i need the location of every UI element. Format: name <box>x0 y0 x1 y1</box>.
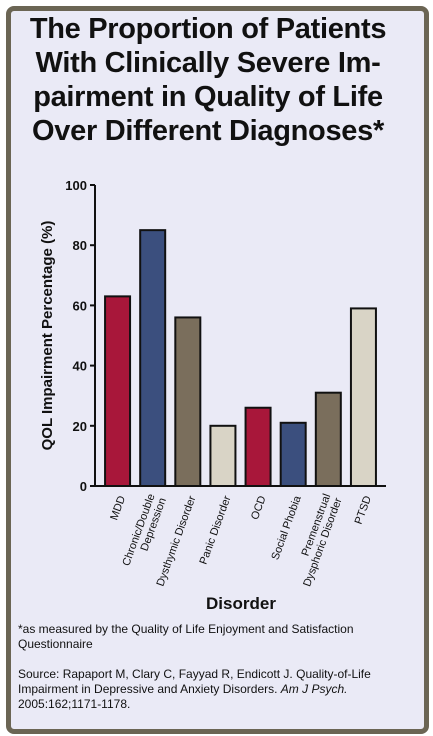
x-axis-title: Disorder <box>206 594 276 613</box>
x-tick-label: Panic Disorder <box>198 494 234 566</box>
bar-2 <box>139 229 167 487</box>
x-tick-label-line: PTSD <box>353 494 374 526</box>
x-tick-label: PTSD <box>353 494 374 526</box>
y-tick-label: 100 <box>65 178 87 193</box>
source-year: 2005:162;1171-1178. <box>18 697 131 711</box>
y-tick-label: 60 <box>73 298 87 313</box>
bar-4 <box>209 424 237 487</box>
y-axis-title: QOL Impairment Percentage (%) <box>39 221 56 451</box>
x-tick-label-line: OCD <box>249 494 269 521</box>
x-tick-label-line: Social Phobia <box>269 493 304 561</box>
x-tick-label-line: Panic Disorder <box>198 494 234 566</box>
bar-1 <box>104 295 132 487</box>
y-tick-label: 40 <box>73 359 87 374</box>
y-tick-label: 20 <box>73 419 87 434</box>
x-tick-label-line: MDD <box>108 494 128 522</box>
source-prefix: Source: Rapaport M, Clary C, Fayyad R, E… <box>18 667 371 696</box>
y-tick-label: 0 <box>80 479 87 494</box>
x-tick-label: MDD <box>108 494 128 522</box>
x-tick-label: Social Phobia <box>269 493 304 561</box>
title-line-4: Over Different Diagnoses* <box>32 115 384 147</box>
title-line-1: The Proportion of Patients <box>29 13 387 45</box>
bar-chart: QOL Impairment Percentage (%) 0 20 40 60 80 1… <box>39 178 386 613</box>
bar-3 <box>174 316 202 487</box>
y-tick-label: 80 <box>73 238 87 253</box>
footnote: *as measured by the Quality of Life Enjo… <box>18 622 354 651</box>
source-journal: Am J Psych. <box>280 682 348 696</box>
bar-5 <box>244 406 272 487</box>
bar-7 <box>314 391 342 487</box>
x-tick-label: OCD <box>249 494 269 521</box>
title-line-3: pairment in Quality of Life <box>33 81 383 113</box>
chart-title: The Proportion of Patients With Clinical… <box>8 12 408 148</box>
title-line-2: With Clinically Severe Im- <box>35 47 381 79</box>
bar-6 <box>279 421 307 488</box>
bar-8 <box>349 307 377 487</box>
source-citation: Source: Rapaport M, Clary C, Fayyad R, E… <box>18 667 413 712</box>
